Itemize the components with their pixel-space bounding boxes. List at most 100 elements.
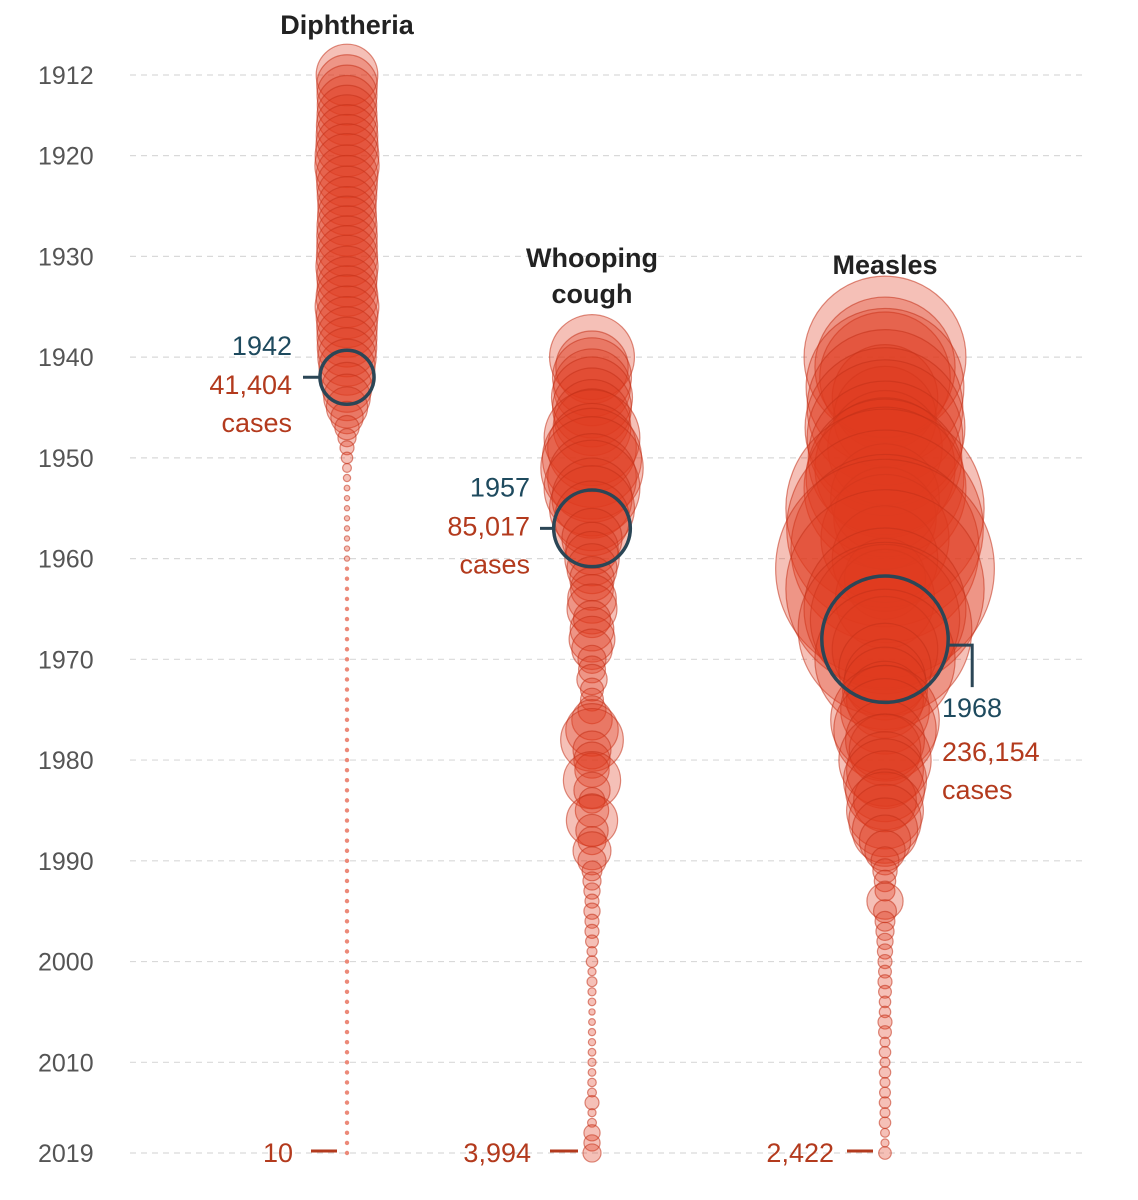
highlight-value-0: 41,404 <box>209 370 292 400</box>
bubble-0-1964 <box>344 596 350 602</box>
bubble-2-1948 <box>806 359 964 517</box>
bubble-0-1999 <box>344 949 350 954</box>
bubble-2-2016 <box>878 1116 892 1130</box>
bubble-1-1989 <box>572 831 612 871</box>
highlight-ring-2 <box>820 574 950 705</box>
bubble-0-2008 <box>344 1039 350 1045</box>
bubble-1-2006 <box>588 1018 596 1027</box>
bubble-2-2006 <box>877 1014 893 1030</box>
bubble-1-2014 <box>584 1095 600 1111</box>
bubble-0-1980 <box>344 757 350 763</box>
bubble-0-1977 <box>344 727 350 733</box>
bubble-0-2003 <box>344 989 350 995</box>
series-diphtheria <box>314 43 380 1156</box>
bubble-0-1972 <box>344 677 350 682</box>
bubble-0-2012 <box>344 1080 350 1085</box>
bubble-0-1988 <box>344 838 350 843</box>
bubble-1-1977 <box>565 703 619 757</box>
bubble-2-1962 <box>843 537 927 620</box>
bubble-2-1947 <box>804 347 966 509</box>
bubble-1-1944 <box>550 356 634 439</box>
bubble-0-1961 <box>344 566 350 571</box>
bubble-2-2009 <box>878 1045 892 1059</box>
bubble-1-1954 <box>551 457 633 539</box>
bubble-0-1965 <box>344 606 350 612</box>
bubble-2-2003 <box>877 984 892 999</box>
bubble-1-1945 <box>551 367 633 448</box>
bubble-1-1965 <box>566 583 618 635</box>
bubble-0-2014 <box>344 1100 350 1105</box>
bubble-0-1981 <box>344 767 350 773</box>
bubble-1-2005 <box>588 1008 596 1016</box>
bubble-0-2015 <box>344 1110 350 1115</box>
bubble-1-1943 <box>552 348 631 427</box>
bubble-1-2007 <box>587 1027 597 1037</box>
bubble-0-1984 <box>344 798 350 803</box>
bubble-1-2009 <box>587 1047 597 1057</box>
highlight-year-2: 1968 <box>942 693 1002 723</box>
bubble-1-2010 <box>587 1057 597 1067</box>
bubble-0-1969 <box>344 647 350 652</box>
bubble-0-1937 <box>316 295 378 358</box>
bubble-0-1959 <box>343 545 351 552</box>
bubble-0-2017 <box>344 1130 350 1136</box>
bubble-2-1974 <box>845 660 924 739</box>
highlight-value-2: 236,154 <box>942 737 1040 767</box>
bubble-2-1993 <box>874 880 896 902</box>
bubble-2-2015 <box>879 1107 891 1119</box>
bubble-1-2001 <box>587 967 597 977</box>
bubble-0-1915 <box>316 74 378 136</box>
bubble-1-1999 <box>586 945 598 958</box>
bubble-2-1970 <box>814 588 956 731</box>
last-value-label-0: 10 <box>263 1138 293 1168</box>
bubble-1-1953 <box>543 439 641 537</box>
bubble-1-1949 <box>547 402 637 493</box>
bubble-1-1971 <box>577 655 607 684</box>
bubble-2-2005 <box>878 1005 892 1019</box>
bubble-2-2007 <box>877 1025 892 1040</box>
bubble-0-1975 <box>344 707 350 712</box>
bubble-1-2003 <box>587 987 597 997</box>
bubble-0-1960 <box>343 555 351 562</box>
bubble-2-1984 <box>853 768 917 833</box>
bubble-1-1997 <box>584 923 600 939</box>
bubble-0-1967 <box>344 626 350 632</box>
bubble-0-1955 <box>343 505 351 512</box>
bubble-1-1961 <box>566 543 618 595</box>
y-tick-label-2010: 2010 <box>38 1049 94 1077</box>
bubble-2-2013 <box>878 1086 892 1099</box>
bubble-1-2008 <box>587 1037 597 1047</box>
bubble-1-2000 <box>585 955 599 968</box>
bubble-1-1994 <box>584 893 600 909</box>
bubble-0-2000 <box>344 959 350 964</box>
bubble-2-1982 <box>842 738 928 823</box>
series-title-1-line-0: Whooping <box>526 243 658 273</box>
bubble-0-1951 <box>341 462 353 473</box>
bubble-1-2018 <box>583 1134 601 1152</box>
bubble-1-1972 <box>576 663 608 696</box>
bubble-2-1943 <box>805 307 965 467</box>
bubble-1-1973 <box>579 677 605 702</box>
bubble-2-1988 <box>858 814 912 867</box>
bubble-0-2006 <box>344 1019 350 1025</box>
bubble-2-1990 <box>870 846 900 876</box>
bubble-0-2005 <box>344 1009 350 1015</box>
bubble-2-1986 <box>848 783 922 858</box>
bubble-0-2001 <box>344 969 350 974</box>
bubble-0-1971 <box>344 667 350 672</box>
bubble-0-1986 <box>344 818 350 823</box>
bubble-2-2004 <box>878 995 892 1009</box>
bubble-0-1957 <box>343 525 351 532</box>
bubble-1-1983 <box>573 771 611 810</box>
bubble-2-1980 <box>838 713 932 807</box>
bubble-0-2013 <box>344 1090 350 1095</box>
bubble-1-2019 <box>582 1143 602 1163</box>
y-tick-label-1930: 1930 <box>38 243 94 271</box>
bubble-0-2018 <box>344 1140 350 1146</box>
bubble-2-1942 <box>819 311 951 444</box>
bubble-2-2000 <box>877 953 893 970</box>
bubble-0-1996 <box>344 919 350 924</box>
bubble-2-1997 <box>875 921 895 942</box>
bubble-0-1946 <box>330 400 364 435</box>
